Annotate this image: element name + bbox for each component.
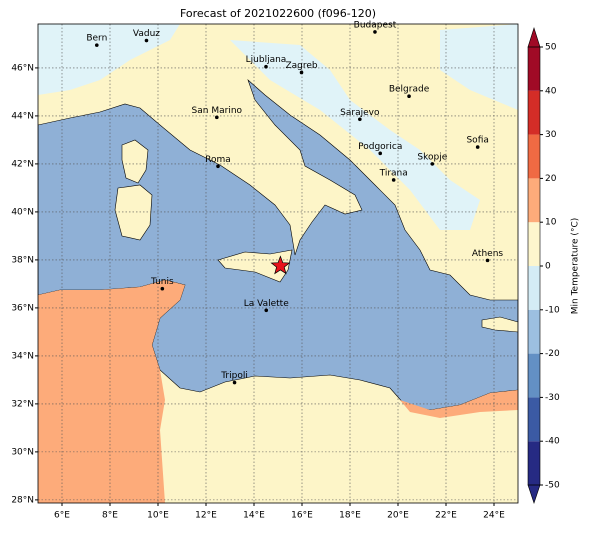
colorbar-bin — [528, 90, 540, 135]
warm-area — [38, 280, 185, 503]
city-label: Podgorica — [358, 142, 402, 152]
city-label: Belgrade — [389, 85, 430, 95]
city-dot — [160, 286, 165, 291]
colorbar-tick-label: -10 — [545, 305, 560, 315]
city-dot — [475, 145, 480, 149]
island — [114, 184, 153, 241]
colorbar-tick-label: 0 — [545, 262, 551, 272]
city-label: Zagreb — [285, 61, 317, 71]
city-dot — [485, 258, 490, 263]
city-label: Vaduz — [133, 29, 160, 39]
x-tick-label: 24°E — [483, 511, 505, 521]
colorbar-tick-label: -20 — [545, 349, 560, 359]
x-tick-label: 22°E — [435, 511, 457, 521]
city-dot — [299, 70, 304, 75]
city-label: Tripoli — [220, 371, 248, 381]
y-tick-label: 28°N — [11, 495, 34, 505]
y-tick-label: 46°N — [11, 63, 34, 73]
island — [121, 139, 149, 184]
city-dot — [373, 30, 377, 34]
city-label: Skopje — [417, 152, 447, 162]
x-tick-label: 12°E — [195, 511, 217, 521]
y-tick-label: 34°N — [11, 351, 34, 361]
city-dot — [264, 64, 268, 69]
city-label: Bern — [86, 34, 107, 44]
x-tick-label: 6°E — [54, 511, 70, 521]
city-label: Tunis — [150, 277, 174, 287]
colorbar-bin — [528, 266, 540, 310]
city-dot — [264, 308, 269, 313]
warm-area — [400, 390, 518, 418]
y-tick-label: 32°N — [11, 399, 34, 409]
city-label: Roma — [205, 155, 231, 165]
marker-star — [270, 255, 291, 275]
colorbar-tick-label: -40 — [545, 437, 560, 447]
y-tick-label: 38°N — [11, 255, 34, 265]
field — [38, 24, 518, 503]
colorbar-bin — [528, 178, 540, 223]
colorbar-extend — [527, 27, 541, 48]
colorbar-bin — [528, 309, 540, 354]
colorbar-extend — [527, 484, 541, 504]
city-label: Sofia — [466, 136, 488, 146]
colorbar-bin — [528, 47, 540, 91]
city-dot — [407, 94, 411, 99]
city-dot — [144, 38, 149, 43]
colorbar-tick-label: 30 — [545, 130, 557, 140]
x-tick-label: 14°E — [243, 511, 265, 521]
y-tick-label: 36°N — [11, 303, 34, 313]
city-dot — [430, 162, 435, 166]
city-label: Sarajevo — [340, 108, 380, 118]
city-dot — [391, 178, 396, 182]
x-tick-label: 10°E — [147, 511, 169, 521]
colorbar-bin — [528, 397, 540, 442]
city-label: Tirana — [379, 168, 408, 178]
city-dot — [378, 151, 383, 156]
city-dot — [215, 115, 219, 120]
x-tick-label: 18°E — [339, 511, 361, 521]
colorbar-bin — [528, 222, 540, 266]
x-tick-label: 20°E — [387, 511, 409, 521]
colorbar-bin — [528, 134, 540, 179]
y-tick-label: 42°N — [11, 159, 34, 169]
colorbar-tick-label: 40 — [545, 86, 557, 96]
city-dot — [216, 164, 220, 169]
colorbar-bin — [528, 353, 540, 398]
title: Forecast of 2021022600 (f096-120) — [180, 7, 376, 20]
colorbar-tick-label: 50 — [545, 43, 557, 53]
city-dot — [95, 43, 99, 47]
graticule — [38, 24, 518, 503]
city-label: Ljubljana — [246, 55, 287, 65]
cold-area — [230, 40, 480, 230]
city-label: San Marino — [192, 106, 243, 116]
x-tick-label: 8°E — [102, 511, 118, 521]
y-tick-label: 40°N — [11, 207, 34, 217]
colorbar-bin — [528, 441, 540, 485]
cold-area — [440, 24, 518, 110]
colorbar-tick-label: -30 — [545, 393, 560, 403]
city-label: La Valette — [244, 299, 289, 309]
axes-frame — [37, 23, 519, 504]
colorbar-label: Min Temperature (°C) — [571, 218, 581, 315]
city-dot — [232, 380, 237, 385]
colorbar-tick-label: 10 — [545, 218, 557, 228]
colorbar-tick-label: -50 — [545, 481, 560, 491]
island — [217, 249, 293, 283]
island — [481, 316, 518, 333]
city-label: Athens — [472, 249, 503, 259]
x-tick-label: 16°E — [291, 511, 313, 521]
city-dot — [358, 117, 362, 122]
colorbar-tick-label: 20 — [545, 174, 557, 184]
cold-area — [38, 24, 180, 95]
city-label: Budapest — [354, 20, 397, 30]
y-tick-label: 44°N — [11, 111, 34, 121]
y-tick-label: 30°N — [11, 447, 34, 457]
